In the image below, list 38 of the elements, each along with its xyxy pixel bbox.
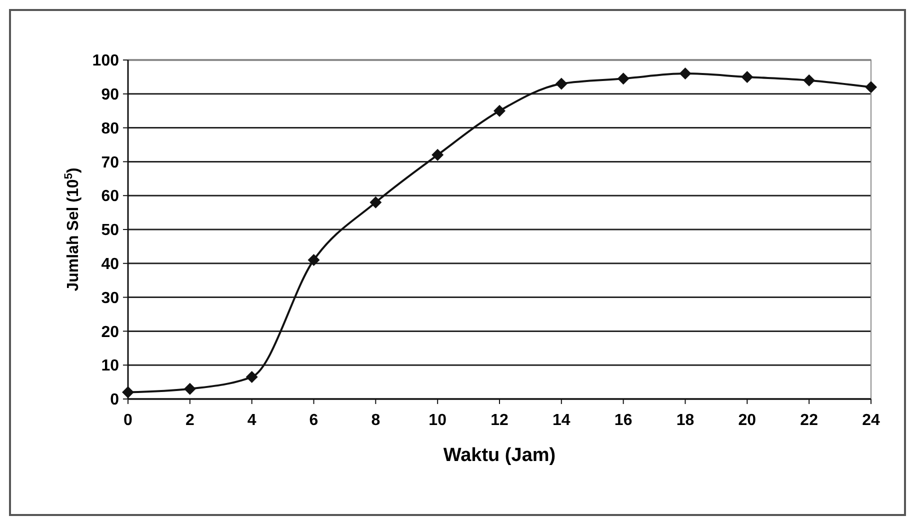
point (184, 382, 196, 395)
y-tick-label: 100 (92, 52, 120, 70)
x-tick-label: 20 (738, 412, 756, 429)
x-tick-label: 10 (428, 412, 447, 429)
x-tick-label: 8 (371, 412, 380, 429)
y-tick-label: 10 (101, 358, 120, 375)
point (246, 370, 258, 383)
point (122, 386, 134, 398)
point (555, 78, 568, 90)
point (803, 74, 816, 86)
x-tick-label: 14 (552, 412, 570, 429)
point (370, 196, 382, 208)
x-tick-label: 12 (490, 412, 508, 429)
y-tick-label: 40 (101, 256, 120, 273)
point (679, 68, 692, 80)
point (494, 104, 506, 117)
y-tick-label: 20 (101, 324, 120, 341)
x-axis-title: Waktu (Jam) (443, 445, 556, 466)
y-tick-label: 30 (101, 290, 120, 307)
x-tick-label: 2 (185, 412, 194, 429)
y-tick-label: 80 (101, 120, 120, 138)
x-tick-label: 22 (800, 412, 818, 429)
x-tick-label: 0 (124, 412, 133, 429)
x-tick-label: 18 (676, 412, 694, 429)
point (617, 72, 630, 85)
x-tick-label: 16 (614, 412, 632, 429)
x-tick-label: 4 (247, 412, 256, 429)
x-tick-label: 6 (309, 412, 318, 429)
point (865, 81, 877, 94)
y-tick-label: 90 (101, 86, 120, 104)
y-tick-label: 60 (101, 188, 120, 206)
point (432, 148, 444, 161)
y-tick-label: 0 (110, 392, 120, 409)
point (308, 254, 320, 266)
y-tick-label: 50 (101, 222, 120, 240)
x-tick-label: 24 (862, 412, 880, 429)
point (741, 70, 754, 83)
y-tick-label: 70 (101, 154, 120, 172)
